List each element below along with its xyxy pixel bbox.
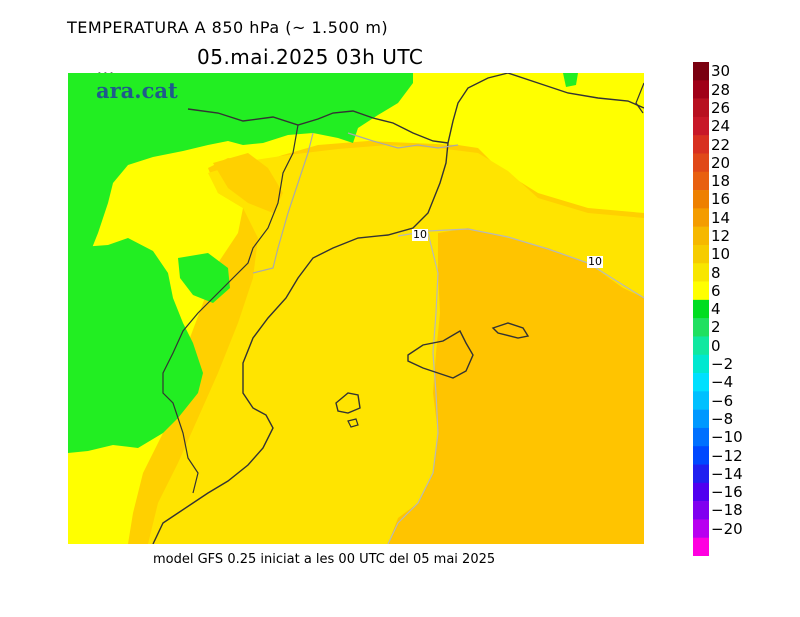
- colorbar-tick-label: 8: [711, 263, 721, 282]
- colorbar-segment: [693, 244, 709, 264]
- colorbar-segment: [693, 226, 709, 246]
- formentera: [347, 418, 359, 428]
- colorbar-tick-label: −12: [711, 446, 743, 465]
- colorbar-segment: [693, 281, 709, 301]
- colorbar-segment: [693, 208, 709, 227]
- pyrenees-border: [187, 108, 449, 144]
- mallorca: [407, 330, 474, 379]
- colorbar-segment: [693, 135, 709, 154]
- colorbar: [693, 62, 709, 556]
- ibiza: [335, 392, 361, 414]
- colorbar-segment: [693, 116, 709, 136]
- colorbar-tick-label: −14: [711, 464, 743, 483]
- colorbar-tick-label: 4: [711, 300, 721, 319]
- colorbar-segment: [693, 336, 709, 356]
- temperature-field-4-6-ne: [563, 73, 578, 87]
- colorbar-tick-label: 28: [711, 80, 731, 99]
- contour-label: 10: [412, 228, 428, 241]
- iberia-east-coast: [152, 142, 449, 544]
- temperature-field-6-8: [68, 73, 644, 544]
- temperature-field-4-6-spot: [178, 253, 230, 303]
- colorbar-tick-label: 18: [711, 172, 731, 191]
- colorbar-segment: [693, 171, 709, 191]
- colorbar-tick-label: 12: [711, 227, 731, 245]
- colorbar-segment: [693, 409, 709, 429]
- sardinia-edge: [635, 82, 644, 114]
- temperature-field-10: [388, 228, 644, 544]
- colorbar-segment: [693, 354, 709, 374]
- colorbar-segment: [693, 501, 709, 520]
- isotherm-10-south: [387, 232, 439, 544]
- colorbar-tick-label: 6: [711, 281, 721, 300]
- region-boundary-east: [252, 132, 314, 274]
- chart-title: TEMPERATURA A 850 hPa (~ 1.500 m): [67, 18, 389, 37]
- colorbar-tick-label: 16: [711, 190, 731, 209]
- colorbar-tick-label: 14: [711, 208, 731, 227]
- colorbar-segment: [693, 391, 709, 410]
- colorbar-tick-label: 10: [711, 245, 731, 264]
- colorbar-segment: [693, 299, 709, 319]
- colorbar-tick-label: 26: [711, 98, 731, 117]
- colorbar-segment: [693, 80, 709, 99]
- france-coast: [447, 73, 509, 144]
- colorbar-segment: [693, 263, 709, 282]
- temperature-map: [68, 73, 644, 544]
- region-boundary-north: [347, 132, 459, 149]
- colorbar-segment: [693, 446, 709, 465]
- colorbar-tick-label: −10: [711, 428, 743, 447]
- contour-label: 10: [587, 255, 603, 268]
- colorbar-tick-label: −6: [711, 391, 734, 410]
- menorca: [491, 322, 530, 339]
- colorbar-tick-label: −4: [711, 373, 734, 392]
- colorbar-tick-label: −2: [711, 355, 734, 373]
- colorbar-tick-label: −20: [711, 519, 743, 538]
- brand-logo: ara.cat: [96, 78, 178, 103]
- region-boundary-west: [162, 124, 299, 494]
- colorbar-tick-label: 2: [711, 318, 721, 337]
- model-info: model GFS 0.25 iniciat a les 00 UTC del …: [153, 552, 496, 567]
- colorbar-tick-label: −8: [711, 409, 734, 428]
- datetime-label: 05.mai.2025 03h UTC: [197, 45, 424, 69]
- france-coast-east: [507, 73, 644, 109]
- colorbar-tick-label: −16: [711, 483, 743, 502]
- colorbar-tick-label: 30: [711, 62, 731, 81]
- colorbar-segment: [693, 373, 709, 392]
- colorbar-tick-label: 0: [711, 336, 721, 355]
- colorbar-segment: [693, 482, 709, 502]
- temperature-field-4-6-north: [68, 73, 413, 278]
- colorbar-segment: [693, 537, 709, 556]
- colorbar-segment: [693, 318, 709, 337]
- colorbar-segment: [693, 62, 709, 81]
- colorbar-segment: [693, 427, 709, 447]
- colorbar-segment: [693, 98, 709, 118]
- temperature-field-10-north: [213, 153, 283, 213]
- colorbar-tick-label: −18: [711, 501, 743, 520]
- colorbar-tick-label: 20: [711, 153, 731, 172]
- colorbar-segment: [693, 464, 709, 484]
- colorbar-tick-label: 24: [711, 117, 731, 136]
- isotherm-10: [397, 228, 644, 299]
- colorbar-segment: [693, 519, 709, 539]
- colorbar-tick-label: 22: [711, 135, 731, 154]
- colorbar-segment: [693, 153, 709, 173]
- colorbar-segment: [693, 190, 709, 209]
